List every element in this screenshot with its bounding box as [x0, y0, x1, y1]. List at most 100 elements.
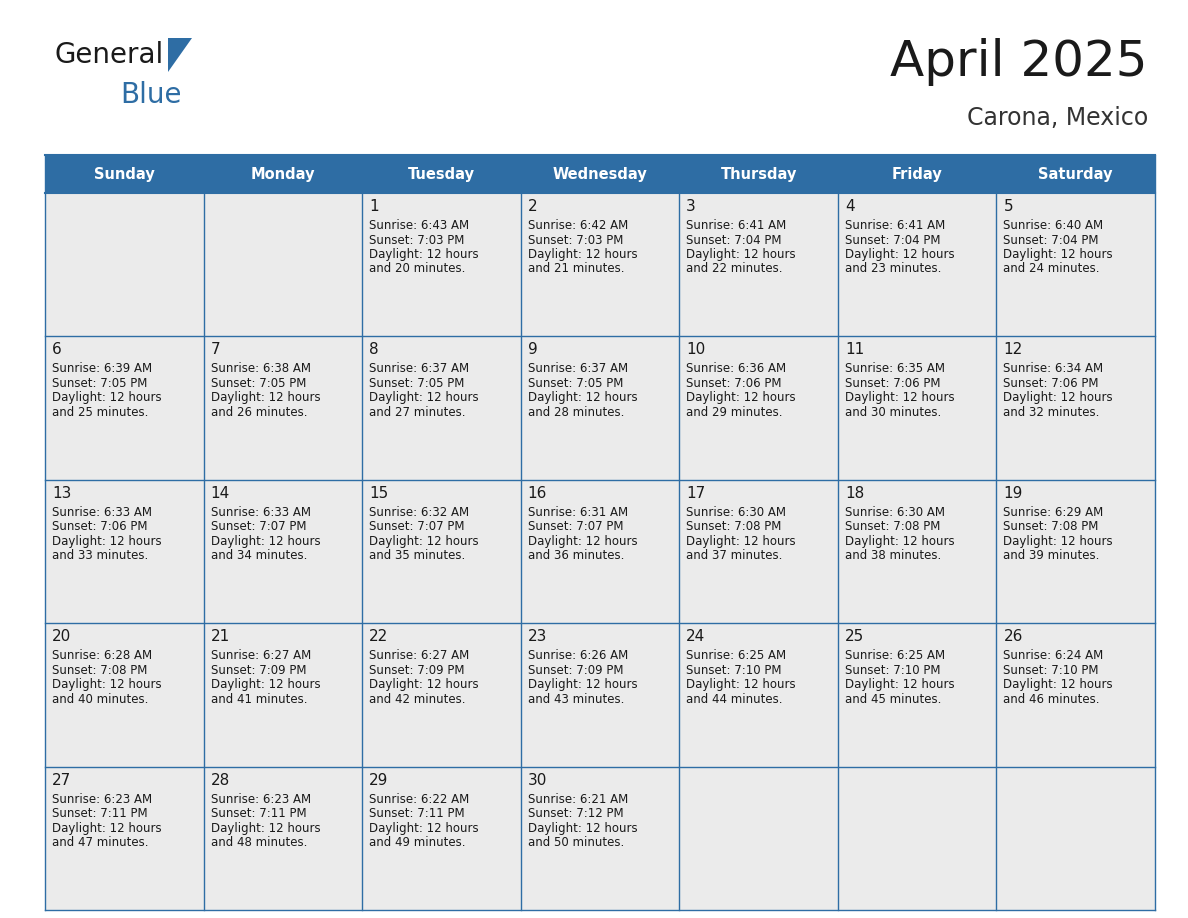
Bar	[45, 193, 203, 336]
Text: and 46 minutes.: and 46 minutes.	[1004, 693, 1100, 706]
Text: Sunrise: 6:36 AM: Sunrise: 6:36 AM	[687, 363, 786, 375]
Text: Monday: Monday	[251, 166, 315, 182]
Text: and 33 minutes.: and 33 minutes.	[52, 549, 148, 563]
Text: Sunset: 7:06 PM: Sunset: 7:06 PM	[1004, 377, 1099, 390]
Text: Daylight: 12 hours: Daylight: 12 hours	[369, 822, 479, 834]
Text: Sunrise: 6:25 AM: Sunrise: 6:25 AM	[845, 649, 944, 662]
Text: Sunrise: 6:29 AM: Sunrise: 6:29 AM	[1004, 506, 1104, 519]
Text: 30: 30	[527, 773, 548, 788]
Bar	[203, 480, 362, 623]
Bar	[997, 336, 1155, 480]
Text: Sunset: 7:09 PM: Sunset: 7:09 PM	[527, 664, 624, 677]
Text: Daylight: 12 hours: Daylight: 12 hours	[52, 822, 162, 834]
Bar	[45, 336, 203, 480]
Text: Sunset: 7:11 PM: Sunset: 7:11 PM	[210, 807, 307, 820]
Text: Sunrise: 6:30 AM: Sunrise: 6:30 AM	[687, 506, 786, 519]
Text: 12: 12	[1004, 342, 1023, 357]
Text: Daylight: 12 hours: Daylight: 12 hours	[52, 535, 162, 548]
Text: and 28 minutes.: and 28 minutes.	[527, 406, 624, 419]
Bar	[203, 193, 362, 336]
Bar	[838, 623, 997, 767]
Text: Sunrise: 6:41 AM: Sunrise: 6:41 AM	[845, 219, 946, 232]
Bar	[838, 480, 997, 623]
Text: Daylight: 12 hours: Daylight: 12 hours	[687, 535, 796, 548]
Bar	[838, 767, 997, 910]
Text: Sunrise: 6:21 AM: Sunrise: 6:21 AM	[527, 792, 628, 806]
Text: and 22 minutes.: and 22 minutes.	[687, 263, 783, 275]
Text: 22: 22	[369, 629, 388, 644]
Text: and 47 minutes.: and 47 minutes.	[52, 836, 148, 849]
Bar	[45, 767, 203, 910]
Text: 16: 16	[527, 486, 548, 501]
Text: 8: 8	[369, 342, 379, 357]
Bar	[838, 336, 997, 480]
Text: Sunrise: 6:22 AM: Sunrise: 6:22 AM	[369, 792, 469, 806]
Text: 3: 3	[687, 199, 696, 214]
Text: 29: 29	[369, 773, 388, 788]
Text: Sunset: 7:07 PM: Sunset: 7:07 PM	[210, 521, 307, 533]
Text: Sunrise: 6:31 AM: Sunrise: 6:31 AM	[527, 506, 627, 519]
Text: Daylight: 12 hours: Daylight: 12 hours	[369, 678, 479, 691]
Bar	[997, 193, 1155, 336]
Text: Daylight: 12 hours: Daylight: 12 hours	[527, 822, 637, 834]
Text: Sunset: 7:04 PM: Sunset: 7:04 PM	[687, 233, 782, 247]
Text: 20: 20	[52, 629, 71, 644]
Text: Sunset: 7:06 PM: Sunset: 7:06 PM	[845, 377, 941, 390]
Text: and 43 minutes.: and 43 minutes.	[527, 693, 624, 706]
Text: Sunrise: 6:35 AM: Sunrise: 6:35 AM	[845, 363, 944, 375]
Text: Sunset: 7:05 PM: Sunset: 7:05 PM	[527, 377, 623, 390]
Text: Daylight: 12 hours: Daylight: 12 hours	[687, 678, 796, 691]
Text: Daylight: 12 hours: Daylight: 12 hours	[687, 391, 796, 405]
Text: Daylight: 12 hours: Daylight: 12 hours	[369, 535, 479, 548]
Text: Sunrise: 6:23 AM: Sunrise: 6:23 AM	[52, 792, 152, 806]
Text: and 40 minutes.: and 40 minutes.	[52, 693, 148, 706]
Text: 5: 5	[1004, 199, 1013, 214]
Bar	[203, 336, 362, 480]
Text: Sunset: 7:07 PM: Sunset: 7:07 PM	[369, 521, 465, 533]
Text: and 35 minutes.: and 35 minutes.	[369, 549, 466, 563]
Text: Daylight: 12 hours: Daylight: 12 hours	[52, 391, 162, 405]
Text: Sunset: 7:06 PM: Sunset: 7:06 PM	[52, 521, 147, 533]
Text: Sunrise: 6:26 AM: Sunrise: 6:26 AM	[527, 649, 628, 662]
Text: and 20 minutes.: and 20 minutes.	[369, 263, 466, 275]
Text: Thursday: Thursday	[720, 166, 797, 182]
Bar	[362, 767, 520, 910]
Bar	[45, 480, 203, 623]
Text: 6: 6	[52, 342, 62, 357]
Bar	[520, 193, 680, 336]
Text: and 50 minutes.: and 50 minutes.	[527, 836, 624, 849]
Text: 13: 13	[52, 486, 71, 501]
Text: Sunday: Sunday	[94, 166, 154, 182]
Text: Sunset: 7:04 PM: Sunset: 7:04 PM	[845, 233, 941, 247]
Text: Daylight: 12 hours: Daylight: 12 hours	[845, 248, 954, 261]
Text: Sunset: 7:10 PM: Sunset: 7:10 PM	[687, 664, 782, 677]
Text: Daylight: 12 hours: Daylight: 12 hours	[369, 391, 479, 405]
Text: and 27 minutes.: and 27 minutes.	[369, 406, 466, 419]
Text: Sunrise: 6:34 AM: Sunrise: 6:34 AM	[1004, 363, 1104, 375]
Bar	[362, 193, 520, 336]
Bar	[520, 623, 680, 767]
Text: Sunset: 7:08 PM: Sunset: 7:08 PM	[845, 521, 940, 533]
Text: and 34 minutes.: and 34 minutes.	[210, 549, 307, 563]
Text: Daylight: 12 hours: Daylight: 12 hours	[1004, 535, 1113, 548]
Text: Sunset: 7:09 PM: Sunset: 7:09 PM	[210, 664, 307, 677]
Bar	[362, 623, 520, 767]
Text: Sunrise: 6:33 AM: Sunrise: 6:33 AM	[52, 506, 152, 519]
Bar	[997, 767, 1155, 910]
Text: Sunset: 7:05 PM: Sunset: 7:05 PM	[369, 377, 465, 390]
Text: Daylight: 12 hours: Daylight: 12 hours	[687, 248, 796, 261]
Text: Sunset: 7:11 PM: Sunset: 7:11 PM	[369, 807, 465, 820]
Text: and 29 minutes.: and 29 minutes.	[687, 406, 783, 419]
Text: and 38 minutes.: and 38 minutes.	[845, 549, 941, 563]
Text: and 25 minutes.: and 25 minutes.	[52, 406, 148, 419]
Text: and 41 minutes.: and 41 minutes.	[210, 693, 307, 706]
Bar	[680, 193, 838, 336]
Text: 7: 7	[210, 342, 220, 357]
Text: 2: 2	[527, 199, 537, 214]
Text: Daylight: 12 hours: Daylight: 12 hours	[210, 535, 321, 548]
Text: Sunset: 7:12 PM: Sunset: 7:12 PM	[527, 807, 624, 820]
Text: Sunset: 7:08 PM: Sunset: 7:08 PM	[1004, 521, 1099, 533]
Text: Sunset: 7:08 PM: Sunset: 7:08 PM	[687, 521, 782, 533]
Text: Sunset: 7:03 PM: Sunset: 7:03 PM	[527, 233, 623, 247]
Text: and 48 minutes.: and 48 minutes.	[210, 836, 307, 849]
